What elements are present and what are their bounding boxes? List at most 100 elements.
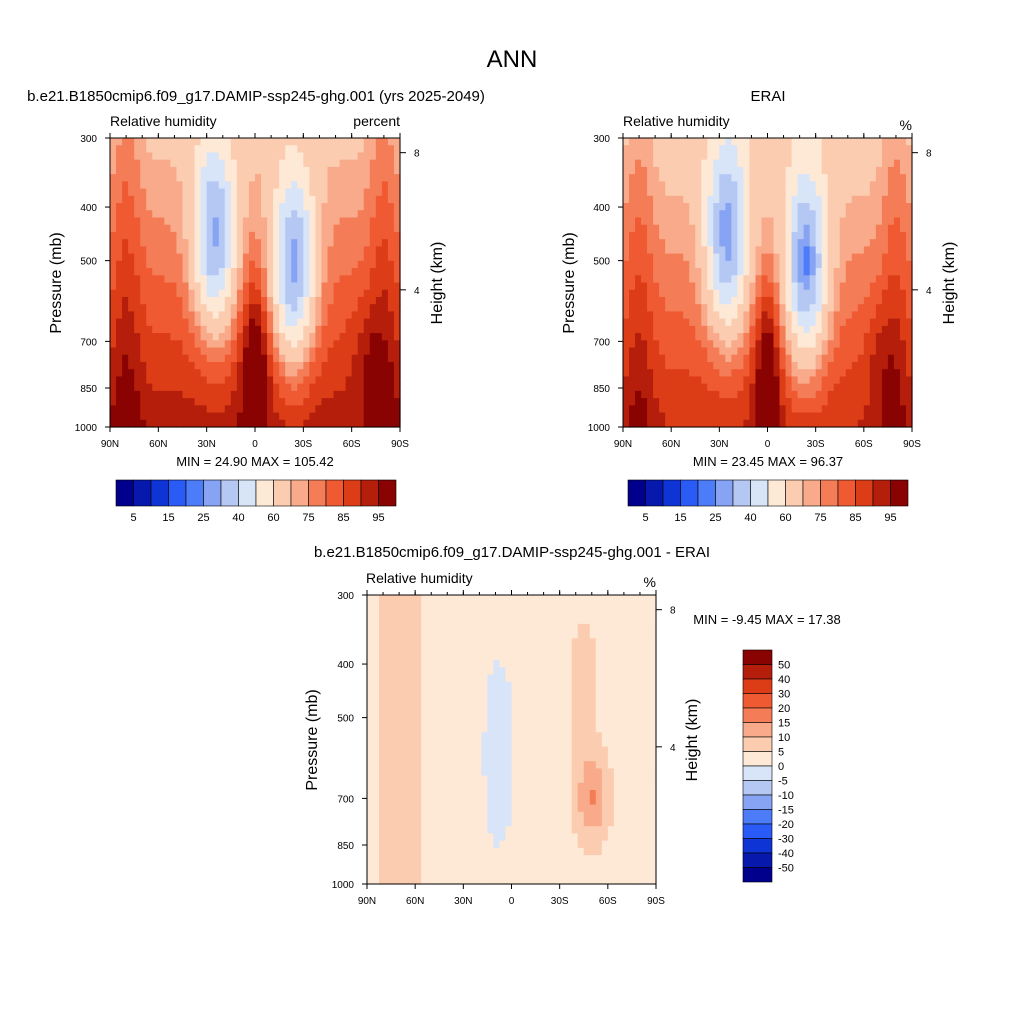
heatmap-cell <box>158 311 165 320</box>
heatmap-cell <box>140 311 147 320</box>
heatmap-cell <box>297 376 304 385</box>
heatmap-cell <box>707 318 714 327</box>
heatmap-cell <box>887 376 895 385</box>
heatmap-cell <box>905 390 913 399</box>
heatmap-cell <box>140 333 147 341</box>
heatmap-cell <box>391 725 398 733</box>
heatmap-cell <box>409 811 416 820</box>
heatmap-cell <box>487 660 495 668</box>
heatmap-cell <box>403 616 410 625</box>
heatmap-cell <box>659 224 666 233</box>
heatmap-cell <box>659 217 666 226</box>
heatmap-cell <box>827 318 835 327</box>
heatmap-cell <box>731 239 738 247</box>
heatmap-cell <box>188 181 196 190</box>
heatmap-cell <box>345 412 353 421</box>
heatmap-cell <box>421 790 428 798</box>
heatmap-cell <box>315 390 323 399</box>
heatmap-cell <box>373 609 380 618</box>
heatmap-cell <box>285 333 292 341</box>
heatmap-cell <box>321 239 329 247</box>
heatmap-cell <box>152 361 159 370</box>
heatmap-cell <box>647 217 654 226</box>
heatmap-cell <box>737 217 745 226</box>
heatmap-cell <box>128 333 135 341</box>
heatmap-cell <box>821 239 829 247</box>
heatmap-cell <box>327 361 335 370</box>
heatmap-cell <box>291 174 298 182</box>
heatmap-cell <box>487 855 495 863</box>
heatmap-cell <box>839 145 847 154</box>
heatmap-cell <box>427 797 434 806</box>
heatmap-cell <box>248 188 256 197</box>
heatmap-cell <box>140 174 147 182</box>
heatmap-cell <box>122 138 129 146</box>
y-axis-label: Pressure (mb) <box>561 232 578 333</box>
heatmap-cell <box>381 383 389 392</box>
heatmap-cell <box>737 398 745 406</box>
heatmap-cell <box>403 869 410 878</box>
heatmap-cell <box>749 253 757 262</box>
heatmap-cell <box>369 354 377 363</box>
heatmap-cell <box>713 383 720 392</box>
heatmap-cell <box>839 333 847 341</box>
heatmap-cell <box>200 231 208 240</box>
heatmap-cell <box>469 811 476 820</box>
heatmap-cell <box>433 869 440 878</box>
heatmap-cell <box>393 398 401 406</box>
heatmap-cell <box>303 253 310 262</box>
heatmap-cell <box>351 289 359 298</box>
heatmap-cell <box>815 195 823 204</box>
heatmap-cell <box>481 833 489 842</box>
heatmap-cell <box>409 732 416 741</box>
heatmap-cell <box>659 383 666 392</box>
heatmap-cell <box>188 152 196 161</box>
heatmap-cell <box>773 289 781 298</box>
heatmap-cell <box>397 681 404 690</box>
heatmap-cell <box>230 260 238 269</box>
heatmap-cell <box>707 405 714 414</box>
heatmap-cell <box>248 239 256 247</box>
heatmap-cell <box>791 152 799 161</box>
heatmap-cell <box>291 333 298 341</box>
heatmap-cell <box>677 260 684 269</box>
heatmap-cell <box>469 703 476 712</box>
heatmap-cell <box>248 224 256 233</box>
heatmap-cell <box>200 390 208 399</box>
heatmap-cell <box>373 638 380 647</box>
heatmap-cell <box>439 797 446 806</box>
heatmap-cell <box>385 768 392 777</box>
heatmap-cell <box>345 231 353 240</box>
heatmap-cell <box>487 696 495 704</box>
heatmap-cell <box>665 347 672 356</box>
heatmap-cell <box>134 369 141 378</box>
heatmap-cell <box>749 296 757 305</box>
heatmap-cell <box>182 304 190 312</box>
heatmap-cell <box>403 753 410 762</box>
heatmap-cell <box>433 674 440 683</box>
heatmap-cell <box>671 304 678 312</box>
heatmap-cell <box>345 246 353 255</box>
heatmap-cell <box>677 412 684 421</box>
heatmap-cell <box>158 318 165 327</box>
heatmap-cell <box>875 383 883 392</box>
heatmap-cell <box>749 347 757 356</box>
heatmap-cell <box>381 217 389 226</box>
heatmap-cell <box>369 412 377 421</box>
heatmap-cell <box>357 210 365 219</box>
heatmap-cell <box>261 152 268 161</box>
heatmap-cell <box>505 710 513 719</box>
heatmap-cell <box>110 246 117 255</box>
heatmap-cell <box>393 195 401 204</box>
heatmap-cell <box>212 224 220 233</box>
heatmap-cells <box>367 595 657 885</box>
heatmap-cell <box>457 797 464 806</box>
heatmap-cell <box>881 333 889 341</box>
heatmap-cell <box>653 419 660 428</box>
heatmap-cell <box>321 268 329 276</box>
heatmap-cell <box>345 174 353 182</box>
heatmap-cell <box>863 412 871 421</box>
heatmap-cell <box>367 804 374 813</box>
heatmap-cell <box>285 195 292 204</box>
heatmap-cell <box>170 217 178 226</box>
